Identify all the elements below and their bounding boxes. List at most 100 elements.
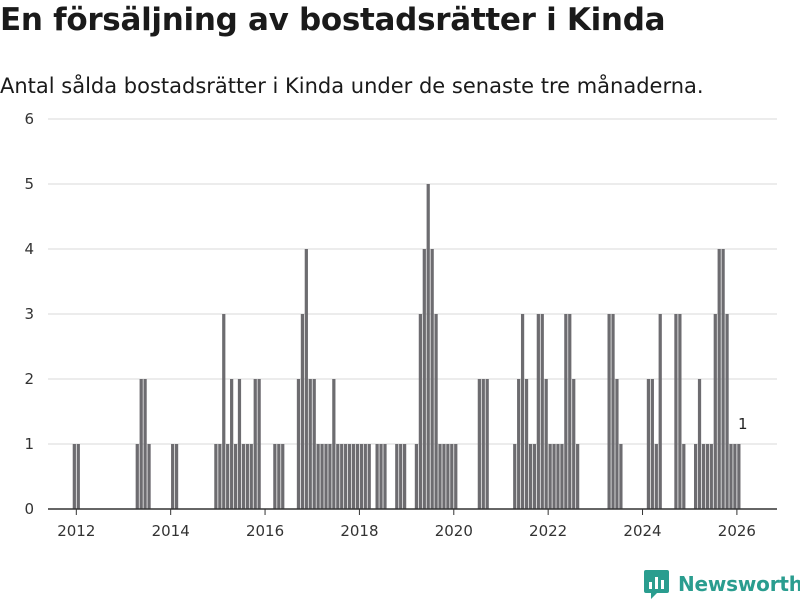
bar — [233, 444, 238, 509]
bar — [532, 444, 536, 509]
bar — [249, 444, 253, 509]
bar — [383, 444, 387, 509]
y-tick-label: 5 — [24, 175, 34, 193]
bar — [729, 444, 733, 509]
bar — [72, 444, 76, 509]
bar — [548, 444, 552, 509]
bar — [257, 379, 261, 509]
bar — [709, 444, 713, 509]
bar — [572, 379, 576, 509]
bar — [147, 444, 151, 509]
bar — [434, 314, 438, 509]
bar — [426, 184, 430, 509]
newsworthy-logo-icon — [644, 569, 669, 599]
bar — [442, 444, 446, 509]
y-axis-ticks: 0 1 2 3 4 5 6 — [24, 110, 34, 518]
bar — [678, 314, 682, 509]
bar — [304, 249, 308, 509]
bar — [721, 249, 725, 509]
bar — [576, 444, 580, 509]
bar — [218, 444, 222, 509]
bar — [351, 444, 356, 509]
bar — [717, 249, 721, 509]
bar — [281, 444, 285, 509]
chart-title: En försäljning av bostadsrätter i Kinda — [0, 2, 666, 38]
x-tick-label: 2018 — [340, 522, 378, 540]
bar — [135, 444, 139, 509]
x-tick-label: 2024 — [623, 522, 661, 540]
bar — [450, 444, 454, 509]
bar — [332, 379, 336, 509]
bars — [72, 184, 741, 509]
annotations: 1 — [738, 415, 748, 433]
bar — [414, 444, 419, 509]
bar — [658, 314, 662, 509]
bar — [363, 444, 367, 509]
bar — [273, 444, 277, 509]
brand[interactable]: Newsworthy — [644, 569, 800, 599]
bar — [552, 444, 556, 509]
bar — [328, 444, 332, 509]
bar — [693, 444, 698, 509]
bar — [654, 444, 658, 509]
bar — [308, 379, 312, 509]
brand-name: Newsworthy — [678, 572, 800, 596]
bar — [725, 314, 729, 509]
bar — [76, 444, 80, 509]
bar — [171, 444, 175, 509]
bar — [395, 444, 399, 509]
bar — [367, 444, 371, 509]
bar — [237, 379, 242, 509]
bar — [300, 314, 305, 509]
bar — [737, 444, 741, 509]
x-tick-label: 2022 — [529, 522, 567, 540]
y-tick-label: 3 — [24, 305, 34, 323]
bar — [174, 444, 179, 509]
bar — [336, 444, 340, 509]
x-axis: 2012 2014 2016 2018 2020 2022 2024 2026 — [48, 508, 777, 540]
bar — [355, 444, 360, 509]
bar — [568, 314, 572, 509]
bar — [403, 444, 407, 509]
x-tick-label: 2016 — [246, 522, 284, 540]
bar-annotation: 1 — [738, 415, 748, 433]
bar — [226, 444, 230, 509]
bar — [646, 379, 651, 509]
bar — [485, 379, 489, 509]
bar — [340, 444, 344, 509]
gridlines — [48, 118, 777, 445]
bar — [222, 314, 226, 509]
bar — [520, 314, 525, 509]
bar — [214, 444, 218, 509]
y-tick-label: 4 — [24, 240, 34, 258]
bar — [536, 314, 540, 509]
bar — [713, 314, 717, 509]
bar — [241, 444, 246, 509]
bar — [682, 444, 686, 509]
bar — [733, 444, 737, 509]
bar — [611, 314, 615, 509]
bar — [230, 379, 234, 509]
y-tick-label: 2 — [24, 370, 34, 388]
bar — [560, 444, 564, 509]
bar — [650, 379, 654, 509]
bar — [296, 379, 301, 509]
bar — [324, 444, 328, 509]
bar — [245, 444, 249, 509]
y-tick-label: 0 — [24, 500, 34, 518]
bar — [528, 444, 533, 509]
bar — [607, 314, 611, 509]
x-tick-label: 2014 — [152, 522, 190, 540]
bar — [517, 379, 521, 509]
bar — [422, 249, 426, 509]
bar — [697, 379, 702, 509]
bar — [674, 314, 678, 509]
bar — [143, 379, 147, 509]
bar — [705, 444, 710, 509]
bar — [253, 379, 257, 509]
bar — [316, 444, 320, 509]
x-tick-label: 2012 — [57, 522, 95, 540]
bar — [454, 444, 458, 509]
bar — [438, 444, 442, 509]
